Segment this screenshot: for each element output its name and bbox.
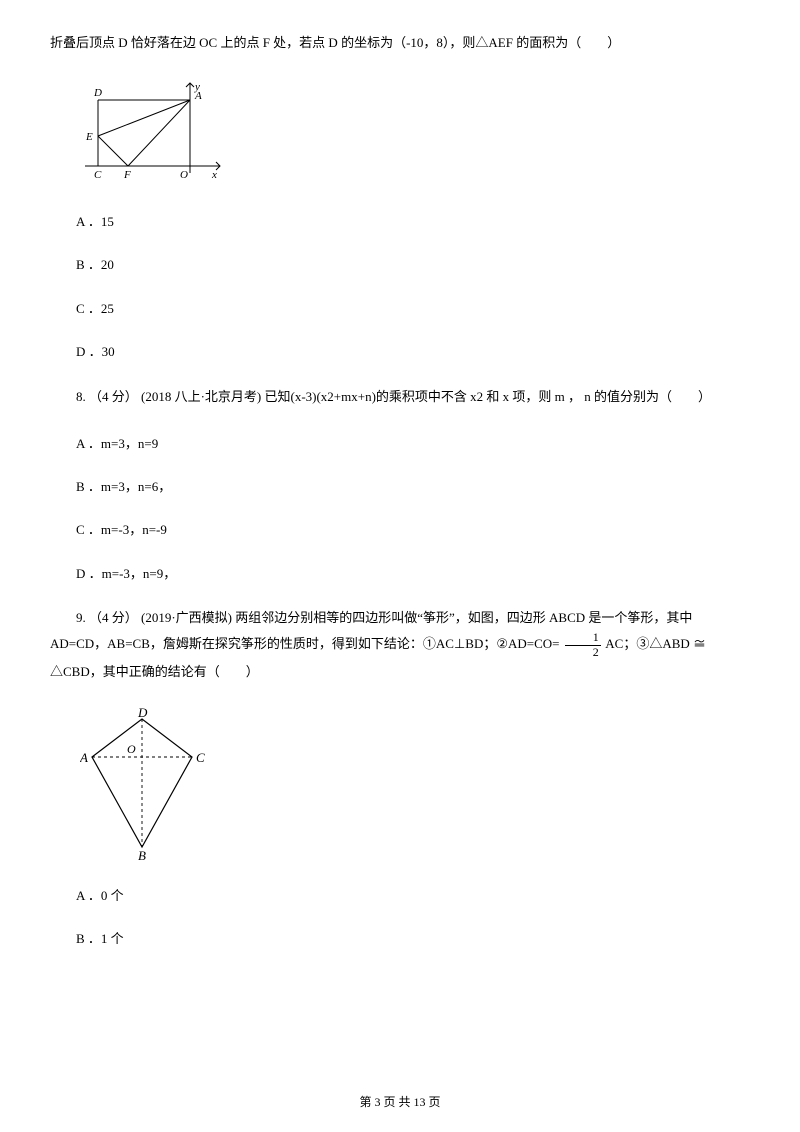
fraction-one-half: 1 2 [565, 631, 601, 658]
q9-text: 9. （4 分） (2019·广西模拟) 两组邻边分别相等的四边形叫做“筝形”，… [50, 605, 750, 685]
q7-intro: 折叠后顶点 D 恰好落在边 OC 上的点 F 处，若点 D 的坐标为（-10，8… [50, 30, 750, 56]
q7-option-a: A ．15 [50, 210, 750, 233]
q7-option-d: D ．30 [50, 340, 750, 363]
q9-figure: D A C B O [80, 707, 750, 862]
fraction-num: 1 [565, 631, 601, 645]
q7-figure: D A E C F O x y [80, 78, 750, 188]
label-A: A [80, 750, 88, 765]
q9-option-a: A ．0 个 [50, 884, 750, 907]
label-O: O [180, 169, 188, 181]
q7-option-c: C ．25 [50, 297, 750, 320]
label-E: E [85, 131, 93, 143]
q8-option-b: B ．m=3，n=6， [50, 475, 750, 498]
label-y: y [194, 81, 200, 93]
q8-text: 8. （4 分） (2018 八上·北京月考) 已知(x-3)(x2+mx+n)… [50, 384, 750, 410]
label-O: O [127, 742, 136, 756]
q8-option-c: C ．m=-3，n=-9 [50, 518, 750, 541]
q7-option-b: B ．20 [50, 253, 750, 276]
page: 折叠后顶点 D 恰好落在边 OC 上的点 F 处，若点 D 的坐标为（-10，8… [0, 0, 800, 1132]
q8-option-a: A ．m=3，n=9 [50, 432, 750, 455]
label-C: C [196, 750, 205, 765]
q8-option-d: D ．m=-3，n=9， [50, 562, 750, 585]
label-D: D [137, 707, 148, 720]
page-footer: 第 3 页 共 13 页 [50, 1093, 750, 1112]
label-F: F [123, 169, 131, 181]
label-D: D [93, 87, 102, 99]
label-C: C [94, 169, 102, 181]
fraction-den: 2 [565, 646, 601, 659]
q9-option-b: B ．1 个 [50, 927, 750, 950]
label-B: B [138, 848, 146, 862]
label-x: x [211, 169, 217, 181]
